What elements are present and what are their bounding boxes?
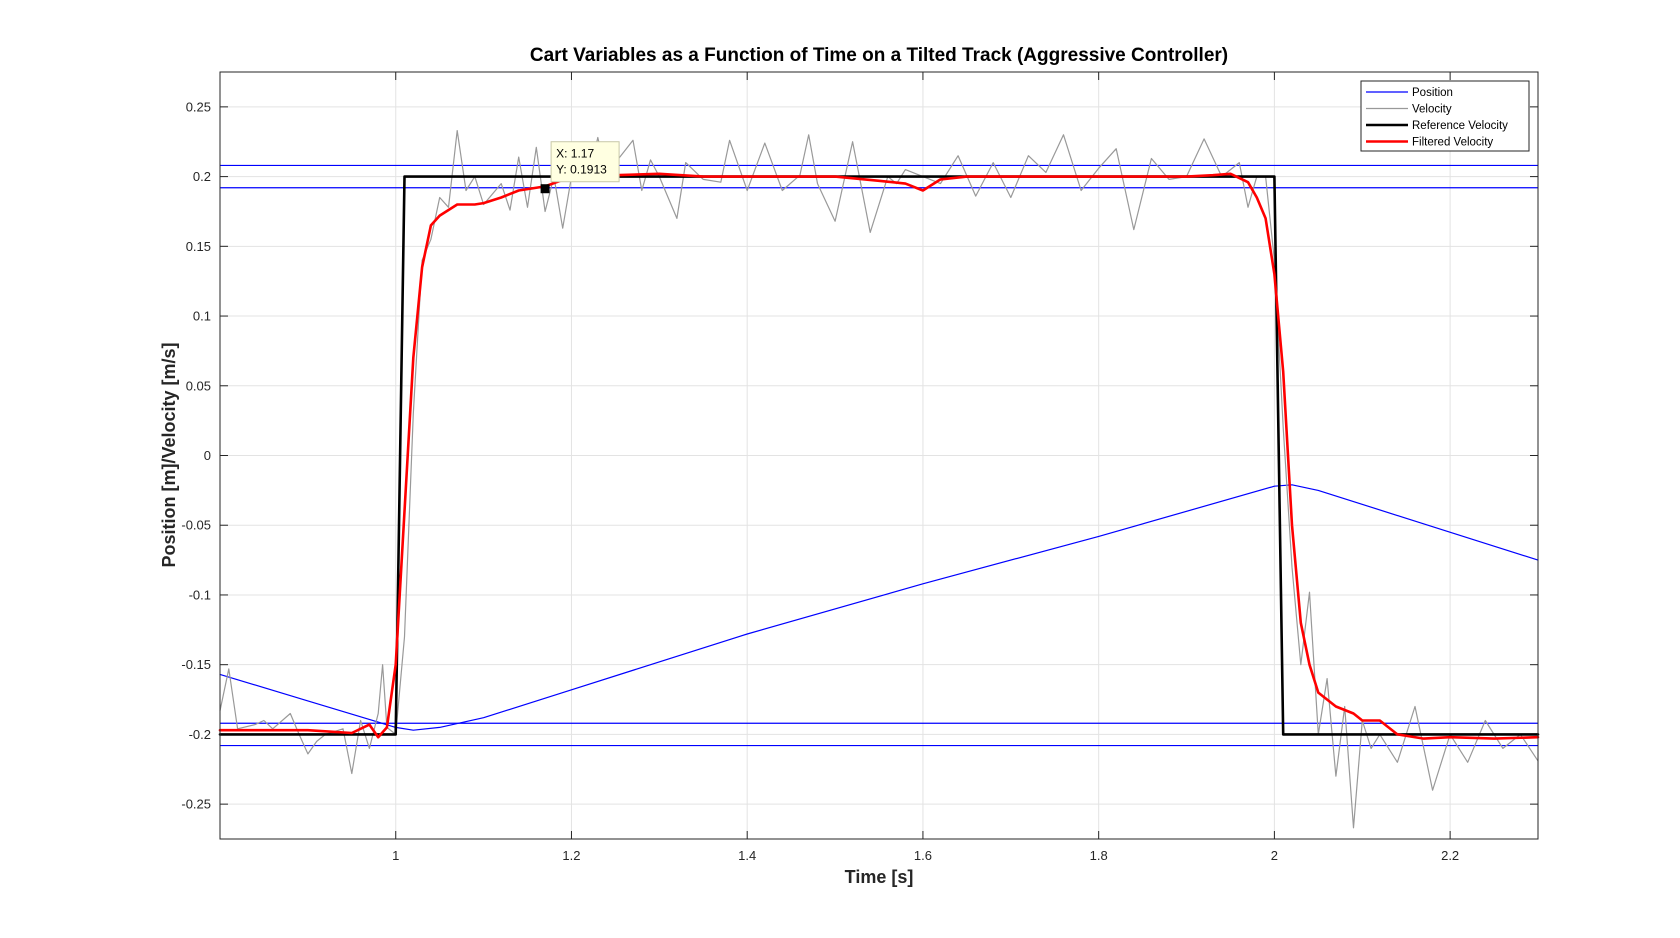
y-tick-label: -0.25 bbox=[181, 797, 211, 812]
data-tip-box[interactable] bbox=[550, 141, 620, 183]
data-tip-y-text: Y: 0.1913 bbox=[556, 163, 607, 177]
y-tick-label: 0.05 bbox=[186, 378, 211, 393]
x-tick-label: 2.2 bbox=[1441, 848, 1459, 863]
x-axis-ticks: 1 1.2 1.4 1.6 1.8 2 2.2 bbox=[392, 72, 1459, 863]
legend-box bbox=[1360, 80, 1530, 152]
y-tick-label: -0.15 bbox=[181, 657, 211, 672]
plot-area[interactable]: 1 1.2 1.4 1.6 1.8 2 2.2 -0.25 -0.2 -0.15 -0.1 -0.0… bbox=[181, 71, 1540, 863]
legend-label-filtered-velocity: Filtered Velocity bbox=[1412, 137, 1493, 149]
y-tick-label: 0.2 bbox=[193, 169, 211, 184]
legend-label-reference-velocity: Reference Velocity bbox=[1412, 120, 1508, 132]
series-line-filtered-velocity bbox=[218, 172, 1540, 740]
data-tip[interactable]: X: 1.17 Y: 0.1913 bbox=[540, 141, 620, 194]
y-axis-ticks: -0.25 -0.2 -0.15 -0.1 -0.05 0 0.05 0.1 0.15 0.2 0.… bbox=[181, 99, 1538, 812]
data-tip-marker[interactable] bbox=[540, 184, 550, 194]
x-tick-label: 1.4 bbox=[738, 848, 756, 863]
x-tick-label: 1 bbox=[392, 848, 399, 863]
x-tick-label: 1.8 bbox=[1090, 848, 1108, 863]
y-tick-label: -0.2 bbox=[189, 727, 211, 742]
legend[interactable]: Position Velocity Reference Velocity Filter… bbox=[1360, 80, 1530, 152]
y-tick-label: 0.1 bbox=[193, 309, 211, 324]
axes-box bbox=[219, 71, 1539, 840]
x-axis-label: Time [s] bbox=[845, 867, 914, 887]
chart-title: Cart Variables as a Function of Time on … bbox=[530, 45, 1228, 66]
y-tick-label: 0.25 bbox=[186, 99, 211, 114]
x-tick-label: 2 bbox=[1271, 848, 1278, 863]
y-tick-label: 0.15 bbox=[186, 239, 211, 254]
y-tick-label: -0.1 bbox=[189, 587, 211, 602]
x-tick-label: 1.6 bbox=[914, 848, 932, 863]
y-axis-label: Position [m]/Velocity [m/s] bbox=[159, 342, 179, 567]
series-lines bbox=[218, 130, 1540, 829]
data-tip-x-text: X: 1.17 bbox=[556, 147, 594, 161]
series-line-position bbox=[219, 484, 1539, 731]
y-tick-label: -0.05 bbox=[181, 518, 211, 533]
x-tick-label: 1.2 bbox=[562, 848, 580, 863]
y-tick-label: 0 bbox=[204, 448, 211, 463]
legend-label-velocity: Velocity bbox=[1412, 104, 1452, 116]
threshold-lines bbox=[220, 164, 1538, 747]
legend-label-position: Position bbox=[1412, 87, 1453, 99]
